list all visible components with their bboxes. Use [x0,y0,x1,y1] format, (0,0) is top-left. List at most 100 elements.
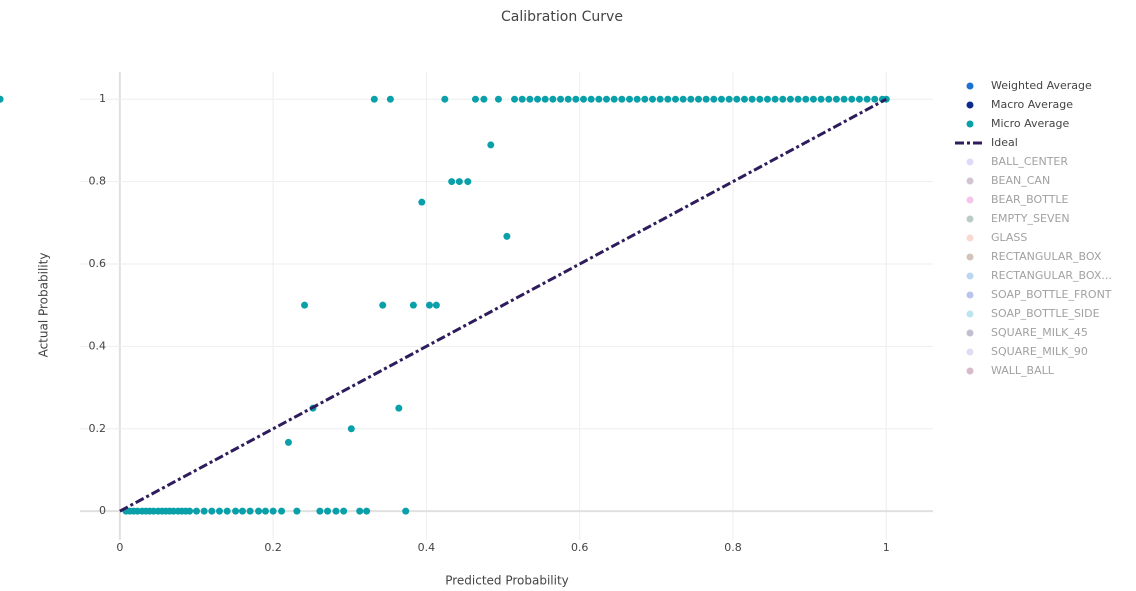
point [386,95,394,103]
legend-label: SQUARE_MILK_45 [991,326,1088,339]
point [825,95,833,103]
legend-marker [966,120,974,128]
point [817,95,825,103]
point [215,507,223,515]
point [603,95,611,103]
point [549,95,557,103]
point [269,507,277,515]
point [464,178,472,186]
point [324,507,332,515]
legend-marker [966,177,974,185]
legend-item[interactable]: Ideal [955,136,1018,149]
point [763,95,771,103]
point [192,507,200,515]
chart-title: Calibration Curve [501,9,623,25]
legend-item[interactable]: RECTANGULAR_BOX... [966,269,1112,282]
legend-item[interactable]: Macro Average [966,98,1074,111]
point [379,301,387,309]
y-tick-label: 0.6 [89,257,107,270]
point [725,95,733,103]
point [671,95,679,103]
legend-item[interactable]: RECTANGULAR_BOX [966,250,1102,263]
legend-item[interactable]: BEAR_BOTTLE [966,193,1069,206]
point [232,507,240,515]
point [223,507,231,515]
point [679,95,687,103]
point [832,95,840,103]
point [748,95,756,103]
point [503,232,511,240]
legend-label: Macro Average [991,98,1073,111]
point [656,95,664,103]
legend-item[interactable]: Weighted Average [966,79,1092,92]
point [293,507,301,515]
point [238,507,246,515]
point [664,95,672,103]
x-tick-label: 0.2 [264,541,282,554]
point [779,95,787,103]
point [356,507,364,515]
legend-item[interactable]: SQUARE_MILK_90 [966,345,1088,358]
ideal-line [119,97,887,513]
legend-label: Weighted Average [991,79,1092,92]
point [702,95,710,103]
point [840,95,848,103]
legend-label: Micro Average [991,117,1070,130]
point [694,95,702,103]
y-tick-label: 1 [99,92,106,105]
point [794,95,802,103]
point [494,95,502,103]
point [526,95,534,103]
legend-item[interactable]: EMPTY_SEVEN [966,212,1070,225]
point [587,95,595,103]
point [595,95,603,103]
point [261,507,269,515]
point [534,95,542,103]
point [332,507,340,515]
point [756,95,764,103]
legend-label: EMPTY_SEVEN [991,212,1070,225]
legend-marker [966,291,974,299]
legend-marker [966,82,974,90]
point [186,507,194,515]
x-tick-label: 0.8 [724,541,742,554]
y-tick-label: 0.2 [89,422,107,435]
legend-item[interactable]: WALL_BALL [966,364,1055,377]
point [200,507,208,515]
point [848,95,856,103]
point [409,301,417,309]
legend-item[interactable]: GLASS [966,231,1028,244]
legend-label: SOAP_BOTTLE_FRONT [991,288,1112,301]
point [487,141,495,149]
point [580,95,588,103]
point [541,95,549,103]
legend-item[interactable]: BALL_CENTER [966,155,1069,168]
legend-item[interactable]: SOAP_BOTTLE_FRONT [966,288,1112,301]
point [402,507,410,515]
point [564,95,572,103]
legend-item[interactable]: BEAN_CAN [966,174,1051,187]
point [316,507,324,515]
legend-marker [966,234,974,242]
point [633,95,641,103]
point [418,198,426,206]
legend-item[interactable]: SOAP_BOTTLE_SIDE [966,307,1100,320]
legend-label: WALL_BALL [991,364,1055,377]
point [246,507,254,515]
point [610,95,618,103]
legend-label: RECTANGULAR_BOX... [991,269,1112,282]
legend-item[interactable]: SQUARE_MILK_45 [966,326,1088,339]
point [255,507,263,515]
legend-item[interactable]: Micro Average [966,117,1070,130]
point [471,95,479,103]
point [284,438,292,446]
point [441,95,449,103]
legend-label: SOAP_BOTTLE_SIDE [991,307,1100,320]
point [557,95,565,103]
point [278,507,286,515]
point [448,178,456,186]
point [717,95,725,103]
point [455,178,463,186]
legend-marker [966,101,974,109]
point [871,95,879,103]
